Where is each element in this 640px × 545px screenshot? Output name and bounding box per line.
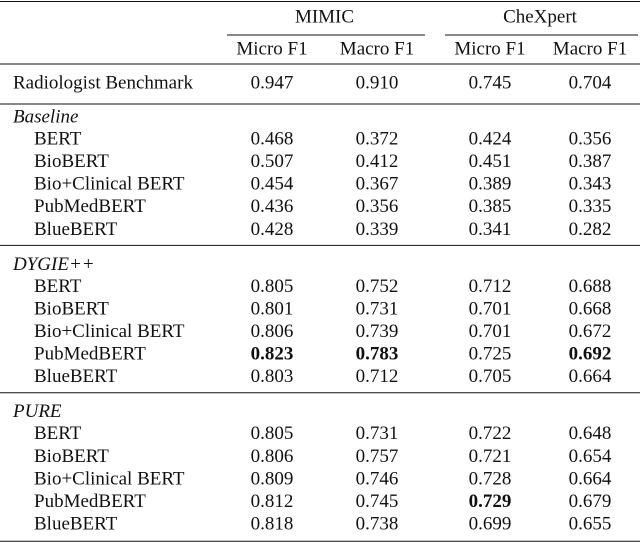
row-label: Radiologist Benchmark	[13, 72, 193, 93]
cell-value: 0.806	[251, 446, 294, 467]
cell-value: 0.335	[569, 196, 612, 217]
section-title: DYGIE++	[12, 254, 95, 275]
row-label: PubMedBERT	[34, 196, 146, 217]
cell-value: 0.818	[251, 514, 294, 535]
cell-value: 0.805	[251, 276, 294, 297]
row-label: BioBERT	[34, 446, 109, 467]
cell-value: 0.728	[469, 468, 512, 489]
cell-value: 0.739	[356, 321, 399, 342]
cell-value: 0.668	[569, 298, 612, 319]
cell-value: 0.704	[569, 72, 612, 93]
row-label: PubMedBERT	[34, 344, 146, 365]
cell-value: 0.803	[251, 366, 294, 387]
cell-value: 0.692	[569, 344, 612, 365]
cell-value: 0.664	[569, 468, 612, 489]
cell-value: 0.757	[356, 446, 399, 467]
section-title: PURE	[12, 401, 62, 422]
cell-value: 0.367	[356, 174, 399, 195]
cell-value: 0.385	[469, 196, 512, 217]
section-title: Baseline	[13, 106, 78, 127]
column-header: Micro F1	[236, 38, 307, 59]
cell-value: 0.468	[251, 128, 294, 149]
row-label: BlueBERT	[34, 366, 118, 387]
cell-value: 0.436	[251, 196, 294, 217]
cell-value: 0.823	[251, 344, 294, 365]
cell-value: 0.654	[569, 446, 612, 467]
cell-value: 0.672	[569, 321, 612, 342]
cell-value: 0.664	[569, 366, 612, 387]
cell-value: 0.679	[569, 491, 612, 512]
cell-value: 0.428	[251, 219, 294, 240]
cell-value: 0.424	[469, 128, 512, 149]
cell-value: 0.372	[356, 128, 399, 149]
cell-value: 0.812	[251, 491, 294, 512]
cell-value: 0.731	[356, 298, 399, 319]
cell-value: 0.712	[356, 366, 399, 387]
row-label: BERT	[34, 423, 82, 444]
row-label: Bio+Clinical BERT	[34, 174, 185, 195]
cell-value: 0.343	[569, 174, 612, 195]
group-header: CheXpert	[503, 6, 578, 27]
cell-value: 0.701	[469, 298, 512, 319]
cell-value: 0.721	[469, 446, 512, 467]
cell-value: 0.947	[251, 72, 294, 93]
row-label: Bio+Clinical BERT	[34, 321, 185, 342]
cell-value: 0.805	[251, 423, 294, 444]
cell-value: 0.451	[469, 151, 512, 172]
cell-value: 0.412	[356, 151, 399, 172]
cell-value: 0.699	[469, 514, 512, 535]
cell-value: 0.801	[251, 298, 294, 319]
cell-value: 0.752	[356, 276, 399, 297]
cell-value: 0.746	[356, 468, 399, 489]
cell-value: 0.282	[569, 219, 612, 240]
column-header: Macro F1	[340, 38, 414, 59]
column-header: Micro F1	[454, 38, 525, 59]
cell-value: 0.387	[569, 151, 612, 172]
cell-value: 0.729	[469, 491, 512, 512]
cell-value: 0.910	[356, 72, 399, 93]
row-label: BioBERT	[34, 298, 109, 319]
row-label: BERT	[34, 128, 82, 149]
row-label: BlueBERT	[34, 514, 118, 535]
cell-value: 0.731	[356, 423, 399, 444]
row-label: BlueBERT	[34, 219, 118, 240]
cell-value: 0.809	[251, 468, 294, 489]
cell-value: 0.356	[356, 196, 399, 217]
cell-value: 0.339	[356, 219, 399, 240]
cell-value: 0.738	[356, 514, 399, 535]
cell-value: 0.655	[569, 514, 612, 535]
cell-value: 0.341	[469, 219, 512, 240]
cell-value: 0.688	[569, 276, 612, 297]
cell-value: 0.648	[569, 423, 612, 444]
row-label: BioBERT	[34, 151, 109, 172]
cell-value: 0.783	[356, 344, 399, 365]
row-label: Bio+Clinical BERT	[34, 468, 185, 489]
cell-value: 0.745	[469, 72, 512, 93]
cell-value: 0.701	[469, 321, 512, 342]
row-label: PubMedBERT	[34, 491, 146, 512]
cell-value: 0.356	[569, 128, 612, 149]
cell-value: 0.454	[251, 174, 294, 195]
group-header: MIMIC	[295, 6, 354, 27]
cell-value: 0.806	[251, 321, 294, 342]
cell-value: 0.507	[251, 151, 294, 172]
cell-value: 0.389	[469, 174, 512, 195]
cell-value: 0.722	[469, 423, 512, 444]
row-label: BERT	[34, 276, 82, 297]
column-header: Macro F1	[553, 38, 627, 59]
cell-value: 0.712	[469, 276, 512, 297]
cell-value: 0.725	[469, 344, 512, 365]
cell-value: 0.705	[469, 366, 512, 387]
cell-value: 0.745	[356, 491, 399, 512]
